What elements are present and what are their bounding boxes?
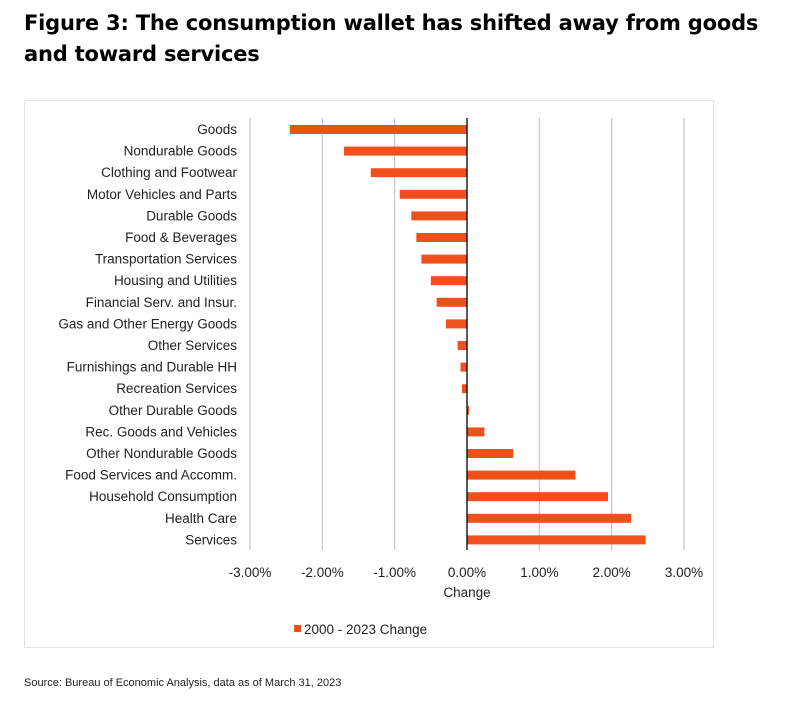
- bar: [467, 470, 576, 480]
- category-label: Clothing and Footwear: [101, 165, 237, 180]
- bar: [467, 535, 646, 545]
- category-label: Furnishings and Durable HH: [67, 360, 237, 375]
- category-label: Housing and Utilities: [114, 273, 237, 288]
- category-label: Rec. Goods and Vehicles: [85, 424, 237, 439]
- category-label: Other Durable Goods: [109, 403, 238, 418]
- category-label: Health Care: [165, 511, 237, 526]
- category-label: Nondurable Goods: [124, 144, 238, 159]
- bar: [467, 513, 632, 523]
- category-label: Goods: [197, 122, 237, 137]
- category-label: Other Services: [148, 338, 238, 353]
- bar: [421, 254, 467, 264]
- bar: [430, 276, 467, 286]
- bar: [436, 297, 467, 307]
- category-label: Food & Beverages: [125, 230, 237, 245]
- category-label: Financial Serv. and Insur.: [86, 295, 237, 310]
- bar: [446, 319, 467, 329]
- bar: [467, 405, 470, 415]
- chart-frame: [24, 100, 714, 648]
- category-label: Gas and Other Energy Goods: [58, 316, 237, 331]
- category-label: Food Services and Accomm.: [65, 468, 237, 483]
- category-label: Recreation Services: [116, 381, 237, 396]
- category-label: Durable Goods: [146, 208, 237, 223]
- bar: [457, 341, 467, 350]
- category-label: Household Consumption: [89, 489, 237, 504]
- bar: [467, 492, 609, 502]
- category-label: Other Nondurable Goods: [86, 446, 237, 461]
- category-label: Motor Vehicles and Parts: [87, 187, 237, 202]
- legend-swatch: [294, 625, 301, 632]
- bar: [289, 125, 467, 134]
- bar: [467, 427, 485, 437]
- bar: [399, 189, 467, 199]
- source-note: Source: Bureau of Economic Analysis, dat…: [24, 677, 342, 689]
- x-tick-label: 1.00%: [520, 565, 558, 580]
- bar: [461, 384, 467, 394]
- x-tick-label: -2.00%: [301, 565, 344, 580]
- category-label: Services: [185, 532, 237, 547]
- chart-title: Figure 3: The consumption wallet has shi…: [24, 11, 759, 66]
- bar: [344, 146, 467, 156]
- category-label: Transportation Services: [95, 252, 237, 267]
- bar: [460, 362, 467, 372]
- bar: [416, 233, 467, 242]
- bar: [467, 449, 514, 458]
- x-tick-label: -3.00%: [229, 565, 272, 580]
- x-tick-label: 0.00%: [448, 565, 486, 580]
- legend-label: 2000 - 2023 Change: [304, 622, 427, 637]
- x-axis-title: Change: [443, 585, 490, 600]
- bar: [370, 168, 467, 178]
- x-tick-label: 2.00%: [593, 565, 631, 580]
- x-tick-label: 3.00%: [665, 565, 703, 580]
- x-tick-label: -1.00%: [373, 565, 416, 580]
- bar: [411, 211, 467, 221]
